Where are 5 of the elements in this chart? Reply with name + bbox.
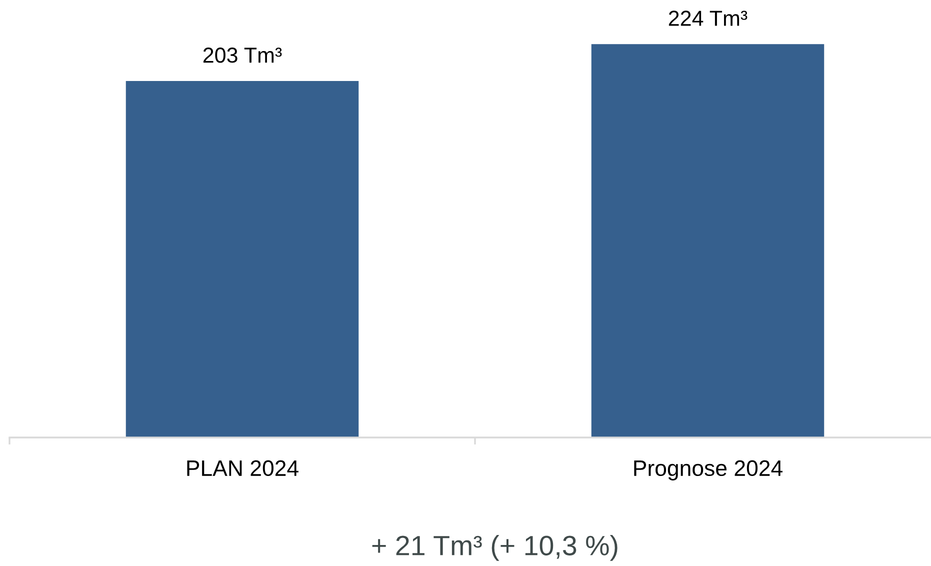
text: + 21 Tm³ (+ 10,3 %) — [372, 535, 618, 561]
data-label: 224 Tm³ — [668, 10, 748, 26]
data-label: 203 Tm³ — [203, 48, 282, 63]
x-tick-label: Prognose 2024 — [634, 460, 782, 480]
x-tick-label: PLAN 2024 — [187, 460, 298, 476]
